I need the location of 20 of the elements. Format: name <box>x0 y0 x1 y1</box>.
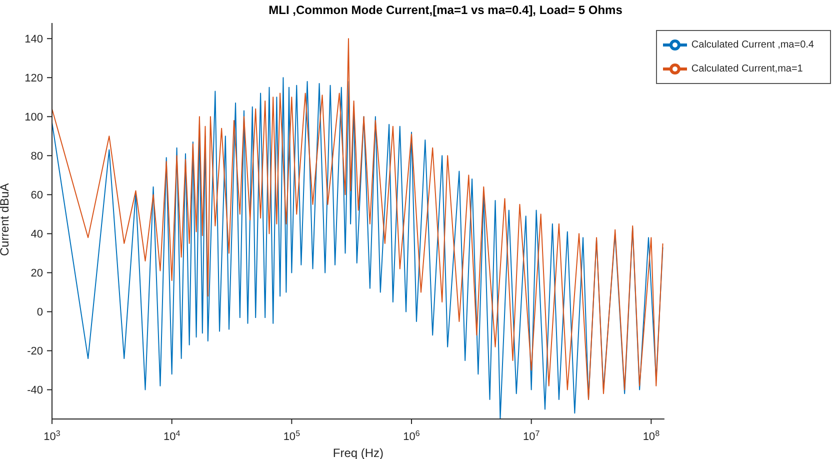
x-tick-label: 10$^{7}$ <box>522 428 540 443</box>
y-tick-label: 0 <box>36 306 43 319</box>
y-tick-label: 140 <box>24 34 43 46</box>
y-tick-label: 40 <box>30 228 43 241</box>
y-tick-label: -20 <box>27 346 43 358</box>
x-tick-label: 10$^{8}$ <box>642 428 660 443</box>
y-tick-label: -40 <box>27 384 43 397</box>
y-axis-title: Current dBuA <box>0 183 12 256</box>
y-tick-label: 60 <box>30 190 43 202</box>
y-tick-label: 100 <box>24 112 43 124</box>
chart-title: MLI ,Common Mode Current,[ma=1 vs ma=0.4], Load= 5 Ohms <box>268 3 624 17</box>
legend-label: Calculated Current,ma=1 <box>691 64 803 75</box>
x-tick-label: 10$^{6}$ <box>403 428 420 443</box>
x-tick-label: 10$^{3}$ <box>44 428 61 443</box>
x-tick-label: 10$^{5}$ <box>283 428 301 443</box>
x-tick-label: 10$^{4}$ <box>163 428 181 443</box>
y-tick-label: 80 <box>30 150 43 163</box>
y-tick-label: 20 <box>30 268 43 280</box>
y-tick-label: 120 <box>24 72 43 85</box>
legend-label: Calculated Current ,ma=0.4 <box>691 40 814 51</box>
